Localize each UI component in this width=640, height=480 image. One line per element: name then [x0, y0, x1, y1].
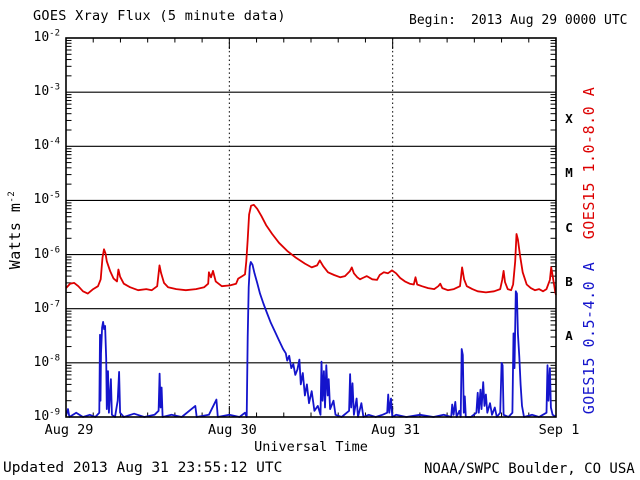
begin-label: Begin:	[409, 13, 456, 28]
x-tick-label: Aug 30	[207, 422, 257, 438]
y-tick-label: 10-2	[33, 28, 61, 45]
y-tick-label: 10-7	[33, 299, 61, 316]
x-tick-label: Aug 29	[44, 422, 94, 438]
y-tick-label: 10-5	[33, 191, 61, 208]
begin-value: 2013 Aug 29 0000 UTC	[470, 13, 628, 28]
updated-timestamp: Updated 2013 Aug 31 23:55:12 UTC	[3, 460, 283, 476]
plot-frame	[65, 37, 557, 418]
x-axis-title: Universal Time	[254, 439, 368, 455]
flux-curve-short	[65, 261, 557, 418]
y-axis-title-exponent: -2	[7, 190, 17, 203]
source-credit: NOAA/SWPC Boulder, CO USA	[424, 461, 635, 477]
y-tick-label: 10-8	[33, 353, 61, 370]
flare-class-letter-A: A	[565, 327, 573, 343]
y-tick-label: 10-9	[33, 407, 61, 424]
x-tick-label: Aug 31	[371, 422, 421, 438]
y-tick-label: 10-3	[33, 82, 61, 100]
begin-timestamp: Begin: 2013 Aug 29 0000 UTC	[409, 13, 628, 28]
short-series-label: GOES15 0.5-4.0 A	[580, 261, 598, 415]
flare-class-letter-B: B	[565, 273, 573, 289]
y-tick-label: 10-6	[33, 245, 61, 262]
page-title: GOES Xray Flux (5 minute data)	[33, 8, 286, 24]
flare-class-letter-X: X	[565, 111, 573, 127]
flare-class-letter-M: M	[565, 165, 573, 181]
flare-class-letter-C: C	[565, 219, 573, 235]
y-tick-label: 10-4	[33, 136, 61, 154]
flux-curve-long	[65, 203, 557, 296]
x-tick-label: Sep 1	[538, 422, 580, 438]
long-series-label: GOES15 1.0-8.0 A	[580, 86, 598, 240]
